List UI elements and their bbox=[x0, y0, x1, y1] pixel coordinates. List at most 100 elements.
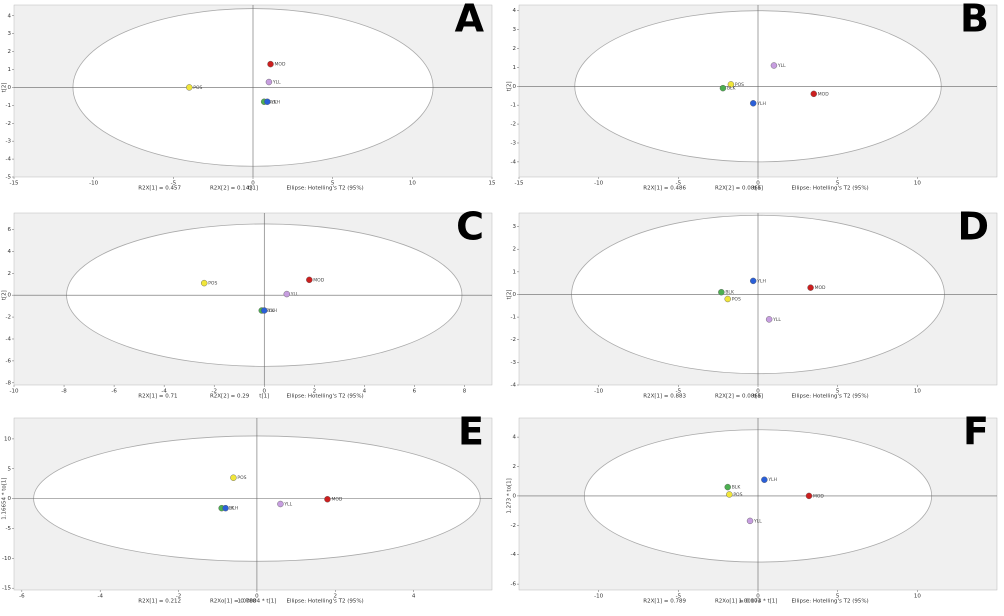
y-tick-label: 3 bbox=[8, 31, 12, 37]
footer-text: R2X[1] = 0.486 bbox=[643, 186, 686, 192]
y-tick-label: -6 bbox=[6, 358, 12, 364]
y-tick-label: -2 bbox=[511, 337, 516, 343]
x-tick-label: -5 bbox=[171, 181, 177, 187]
footer-text: Ellipse: Hotelling's T2 (95%) bbox=[791, 599, 868, 605]
y-tick-label: -10 bbox=[2, 556, 11, 562]
score-point bbox=[264, 98, 271, 105]
score-point bbox=[807, 284, 814, 291]
y-axis-label: 1.273 * to[1] bbox=[507, 478, 513, 513]
y-tick-label: 0 bbox=[513, 84, 517, 90]
point-label: YLL bbox=[753, 518, 762, 524]
point-label: YLH bbox=[267, 308, 277, 314]
score-point bbox=[805, 492, 813, 500]
y-tick-label: 0 bbox=[8, 293, 12, 299]
x-tick-label: -15 bbox=[515, 181, 524, 187]
y-tick-label: 1 bbox=[513, 269, 517, 275]
footer-text: R2X[2] = 0.29 bbox=[210, 394, 250, 400]
footer-text: R2X[1] = 0.212 bbox=[138, 599, 181, 605]
x-tick-label: -8 bbox=[61, 389, 67, 395]
y-axis-label: t[2] bbox=[507, 81, 513, 91]
panel: -15 -10 -5 0 5 10-4-3-2-101234t[1]t[2]R2X[1] … bbox=[507, 0, 998, 192]
score-point bbox=[200, 279, 208, 287]
x-tick-label: -10 bbox=[594, 181, 603, 187]
point-label: MOD bbox=[331, 497, 342, 503]
x-tick-label: 5 bbox=[836, 389, 840, 395]
point-label: YLH bbox=[229, 506, 239, 512]
panel-label: C bbox=[456, 205, 484, 249]
point-label: YLL bbox=[777, 63, 786, 69]
x-tick-label: 5 bbox=[331, 181, 335, 187]
y-tick-label: -4 bbox=[6, 157, 12, 163]
panel: -10 -8 -6 -4 -2 0 2 4 6 8 -8 -6 -4 -2 0 2 4 6 t[1] t[2] R2X[… bbox=[2, 205, 493, 400]
x-axis-label: 1.00074 * t[1] bbox=[739, 599, 778, 605]
footer-text: Ellipse: Hotelling's T2 (95%) bbox=[286, 394, 363, 400]
point-label: YLH bbox=[270, 99, 280, 105]
y-tick-label: -3 bbox=[511, 360, 517, 366]
x-axis-label: 1.00004 * t[1] bbox=[237, 599, 276, 605]
y-tick-label: 4 bbox=[513, 435, 517, 441]
x-tick-label: 0 bbox=[263, 389, 267, 395]
footer-text: Ellipse: Hotelling's T2 (95%) bbox=[286, 599, 363, 605]
score-point bbox=[726, 491, 733, 498]
score-point bbox=[283, 290, 290, 298]
point-label: POS bbox=[193, 85, 202, 91]
score-point bbox=[746, 517, 754, 525]
point-label: YLH bbox=[756, 278, 766, 284]
y-tick-label: -4 bbox=[511, 159, 517, 165]
point-label: YLL bbox=[772, 317, 781, 323]
point-label: BLK bbox=[732, 485, 742, 491]
x-tick-label: 0 bbox=[756, 181, 760, 187]
x-tick-label: -5 bbox=[676, 594, 682, 600]
score-point bbox=[306, 276, 313, 284]
y-axis-label: t[2] bbox=[2, 82, 8, 92]
point-label: MOD bbox=[313, 277, 324, 283]
y-tick-label: 2 bbox=[8, 49, 12, 55]
x-tick-label: 0 bbox=[251, 181, 255, 187]
x-tick-label: -10 bbox=[594, 389, 603, 395]
panel: -6 -4 -2 0 2 4 -15 -10 -5 0 5 10 1.00004 * t[1] 1.166… bbox=[2, 410, 493, 605]
point-label: YLL bbox=[290, 292, 299, 298]
score-point bbox=[277, 500, 284, 508]
point-label: POS bbox=[732, 297, 741, 303]
y-tick-label: -15 bbox=[2, 586, 11, 592]
footer-text: R2X[2] = 0.143 bbox=[210, 186, 253, 192]
point-label: POS bbox=[237, 475, 246, 481]
footer-text: R2Xo[1] = 0.103 bbox=[715, 599, 762, 605]
score-point bbox=[727, 81, 735, 88]
x-tick-label: 15 bbox=[489, 181, 496, 187]
panel-label: B bbox=[960, 0, 989, 41]
score-point bbox=[765, 316, 773, 323]
point-label: BLK bbox=[725, 290, 735, 296]
x-axis-label: t[1] bbox=[248, 186, 258, 192]
x-tick-label: -2 bbox=[176, 594, 181, 600]
x-tick-label: 5 bbox=[836, 181, 840, 187]
x-tick-label: -5 bbox=[676, 181, 682, 187]
x-tick-label: 8 bbox=[463, 389, 467, 395]
point-label: YLH bbox=[767, 477, 777, 483]
y-tick-label: -2 bbox=[511, 523, 516, 529]
y-tick-label: -1 bbox=[6, 103, 11, 109]
footer-text: R2X[2] = 0.0866 bbox=[715, 394, 762, 400]
x-tick-label: 6 bbox=[413, 389, 417, 395]
x-tick-label: 2 bbox=[313, 389, 317, 395]
score-point bbox=[810, 90, 817, 98]
panel: -10 -5 0 5 10 -6 -4 -2 0 2 4 1.00074 * t[1] 1.273 * … bbox=[507, 410, 998, 605]
score-point bbox=[761, 476, 768, 483]
x-tick-label: 0 bbox=[756, 594, 760, 600]
y-tick-label: -3 bbox=[511, 140, 517, 146]
y-tick-label: -4 bbox=[6, 336, 12, 342]
score-point bbox=[261, 307, 268, 314]
footer-text: R2X[1] = 0.883 bbox=[643, 394, 686, 400]
point-label: YLL bbox=[272, 80, 281, 86]
score-point bbox=[724, 483, 731, 491]
footer-text: R2X[1] = 0.457 bbox=[138, 186, 181, 192]
y-tick-label: -2 bbox=[511, 122, 516, 128]
footer-text: R2X[1] = 0.789 bbox=[643, 599, 686, 605]
y-tick-label: 1 bbox=[8, 67, 12, 73]
score-point bbox=[222, 504, 229, 512]
point-label: MOD bbox=[818, 91, 829, 97]
x-axis-label: t[1] bbox=[259, 394, 269, 400]
point-label: BLK bbox=[266, 308, 276, 314]
